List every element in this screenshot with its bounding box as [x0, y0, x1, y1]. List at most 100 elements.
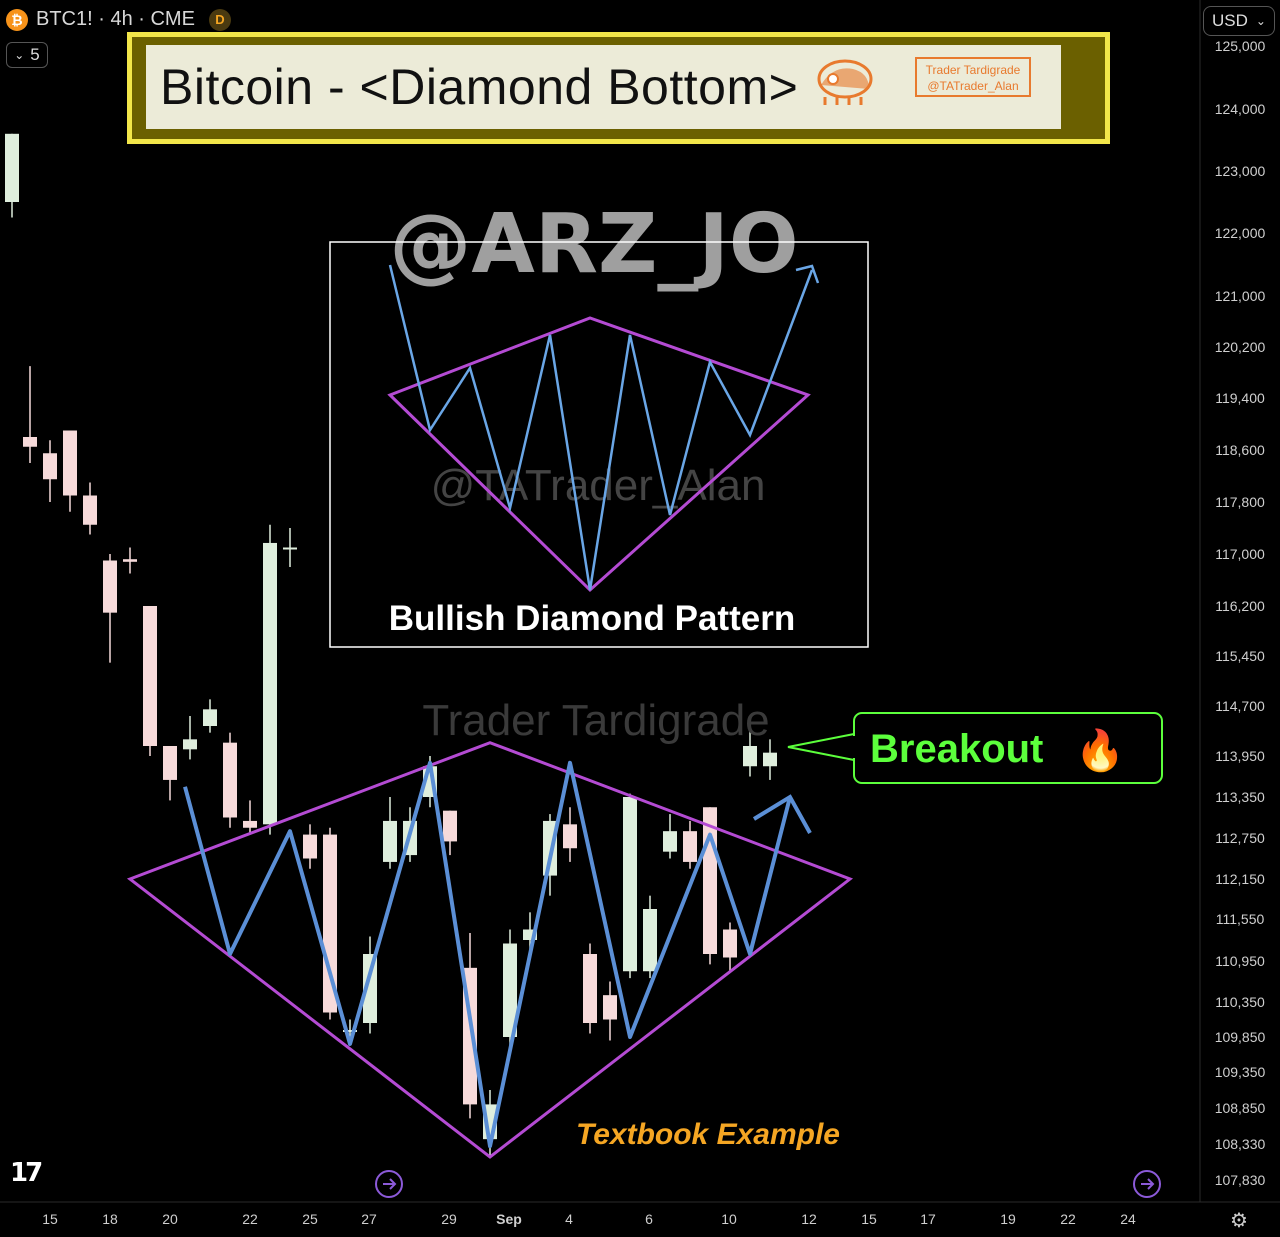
x-tick-label: 20 — [162, 1211, 178, 1227]
candle — [623, 793, 637, 979]
x-tick-label: 29 — [441, 1211, 457, 1227]
candle — [323, 827, 337, 1020]
y-tick-label: 112,150 — [1215, 871, 1265, 887]
candle — [383, 797, 397, 869]
title-banner: Bitcoin - <Diamond Bottom> Trader Tardig… — [127, 32, 1110, 144]
candle-body — [323, 834, 337, 1013]
candle — [163, 746, 177, 801]
candle-body — [243, 820, 257, 828]
y-tick-label: 117,000 — [1215, 546, 1265, 562]
candle-body — [203, 709, 217, 726]
y-tick-label: 107,830 — [1215, 1172, 1266, 1188]
breakout-callout: Breakout 🔥 — [787, 712, 1163, 784]
chart-title: Bitcoin - <Diamond Bottom> — [160, 59, 799, 115]
delayed-badge: D — [208, 8, 231, 31]
candle-body — [443, 810, 457, 842]
x-tick-label: 22 — [1060, 1211, 1076, 1227]
y-tick-label: 108,330 — [1215, 1136, 1266, 1152]
interval-button[interactable]: ⌄ 5 — [6, 42, 48, 68]
candle — [703, 807, 717, 965]
candle — [723, 922, 737, 972]
candle — [663, 814, 677, 859]
chevron-down-icon: ⌄ — [1255, 14, 1266, 28]
candle-body — [623, 797, 637, 972]
inset-zigzag — [388, 264, 814, 591]
replay-icon[interactable] — [375, 1170, 403, 1198]
replay-icon[interactable] — [1133, 1170, 1161, 1198]
y-tick-label: 125,000 — [1215, 38, 1266, 54]
candle — [123, 547, 137, 574]
annotations-layer — [126, 741, 854, 1159]
symbol-label: BTC1! · 4h · CME — [36, 8, 195, 30]
candle-body — [663, 831, 677, 852]
x-tick-label: 10 — [721, 1211, 737, 1227]
candle-body — [263, 542, 277, 825]
gear-icon[interactable]: ⚙ — [1230, 1210, 1248, 1232]
candle-body — [723, 929, 737, 958]
candle — [223, 732, 237, 828]
candle-body — [83, 495, 97, 525]
textbook-label: Textbook Example — [576, 1118, 840, 1151]
candle-body — [763, 752, 777, 767]
y-tick-label: 118,600 — [1215, 442, 1265, 458]
y-tick-label: 108,850 — [1215, 1100, 1266, 1116]
y-tick-label: 114,700 — [1215, 698, 1265, 714]
currency-selector[interactable]: USD ⌄ — [1203, 6, 1275, 36]
candle — [43, 440, 57, 502]
candle-body — [583, 954, 597, 1023]
x-tick-label: 24 — [1120, 1211, 1136, 1227]
x-tick-label: Sep — [496, 1211, 522, 1227]
x-tick-label: 19 — [1000, 1211, 1016, 1227]
axes-frame — [0, 0, 1280, 1203]
y-tick-label: 113,950 — [1215, 748, 1265, 764]
y-tick-label: 123,000 — [1215, 163, 1266, 179]
candle-body — [523, 929, 537, 940]
candle — [443, 810, 457, 856]
inset-diamond — [387, 316, 811, 593]
y-tick-label: 109,850 — [1215, 1029, 1266, 1045]
watermark-handle: @ARZ_JO — [389, 197, 798, 292]
y-tick-label: 124,000 — [1215, 101, 1266, 117]
y-tick-label: 121,000 — [1215, 288, 1266, 304]
y-tick-label: 110,950 — [1215, 953, 1265, 969]
breakout-arrow-head — [752, 794, 812, 834]
candle-body — [603, 995, 617, 1020]
x-tick-label: 17 — [920, 1211, 936, 1227]
candle — [103, 554, 117, 663]
candle — [363, 936, 377, 1034]
candle — [523, 912, 537, 951]
candle-body — [23, 437, 37, 447]
y-tick-label: 119,400 — [1215, 390, 1265, 406]
candle-body — [743, 746, 757, 767]
callout-pointer — [787, 733, 855, 761]
candle — [583, 943, 597, 1034]
x-tick-label: 6 — [645, 1211, 653, 1227]
symbol-header[interactable]: ₿ BTC1! · 4h · CME D — [6, 8, 231, 31]
y-tick-label: 111,550 — [1216, 911, 1265, 927]
candle-body — [163, 746, 177, 780]
fire-icon: 🔥 — [1075, 727, 1125, 774]
tradingview-logo-icon[interactable]: 17 — [10, 1158, 43, 1188]
candle — [143, 606, 157, 756]
candle-body — [283, 547, 297, 550]
chevron-down-icon: ⌄ — [14, 48, 25, 62]
candle — [203, 699, 217, 733]
y-tick-label: 112,750 — [1215, 830, 1265, 846]
candle — [303, 824, 317, 869]
x-tick-label: 18 — [102, 1211, 118, 1227]
candle — [243, 800, 257, 835]
y-tick-label: 116,200 — [1215, 598, 1265, 614]
x-axis: 15 18 20 22 25 27 29 Sep 4 6 10 12 15 17 19 22 24 — [42, 1211, 1136, 1227]
y-axis: 125,000 124,000 123,000 122,000 121,000 120,2… — [1215, 38, 1266, 1188]
candle — [603, 981, 617, 1041]
y-tick-label: 113,350 — [1215, 789, 1265, 805]
candle-body — [563, 824, 577, 849]
candle — [5, 133, 19, 218]
candle — [283, 528, 297, 567]
candle — [23, 366, 37, 463]
candle — [563, 807, 577, 862]
x-tick-label: 15 — [42, 1211, 58, 1227]
candle-body — [123, 559, 137, 562]
candle — [183, 716, 197, 760]
